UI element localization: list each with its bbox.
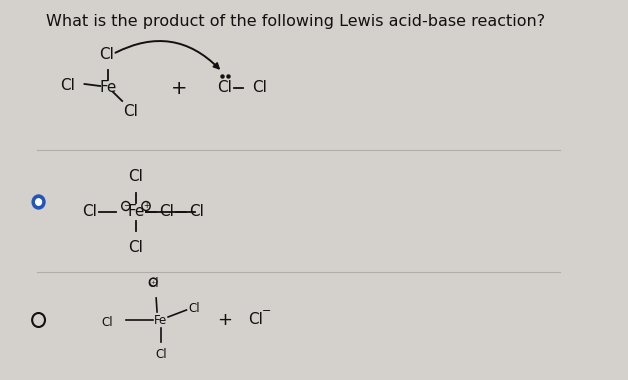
Circle shape: [32, 195, 45, 209]
Text: +: +: [217, 311, 232, 329]
Text: −: −: [262, 306, 271, 316]
Text: Cl: Cl: [129, 240, 143, 255]
Text: Cl: Cl: [217, 81, 232, 95]
Circle shape: [36, 199, 41, 205]
Text: Fe: Fe: [100, 81, 117, 95]
Text: Cl: Cl: [82, 204, 97, 220]
Text: Cl: Cl: [189, 204, 204, 220]
Text: Cl: Cl: [188, 301, 200, 315]
Text: Cl: Cl: [99, 47, 114, 62]
Text: Cl: Cl: [101, 317, 113, 329]
Text: Cl: Cl: [129, 169, 143, 184]
Text: Cl: Cl: [60, 79, 75, 93]
Text: Cl: Cl: [252, 81, 268, 95]
Text: What is the product of the following Lewis acid-base reaction?: What is the product of the following Lew…: [46, 14, 545, 29]
Text: Cl: Cl: [155, 348, 166, 361]
Text: +: +: [143, 201, 149, 211]
Text: −: −: [122, 201, 129, 211]
Text: Fe: Fe: [127, 204, 144, 220]
Text: Cl: Cl: [159, 204, 174, 220]
Text: +: +: [171, 79, 187, 98]
Text: Fe: Fe: [154, 314, 168, 326]
FancyArrowPatch shape: [116, 41, 219, 68]
Text: Cl: Cl: [248, 312, 263, 328]
Text: Cl: Cl: [123, 104, 138, 119]
Text: Cl: Cl: [148, 277, 160, 290]
Text: +: +: [151, 280, 156, 285]
